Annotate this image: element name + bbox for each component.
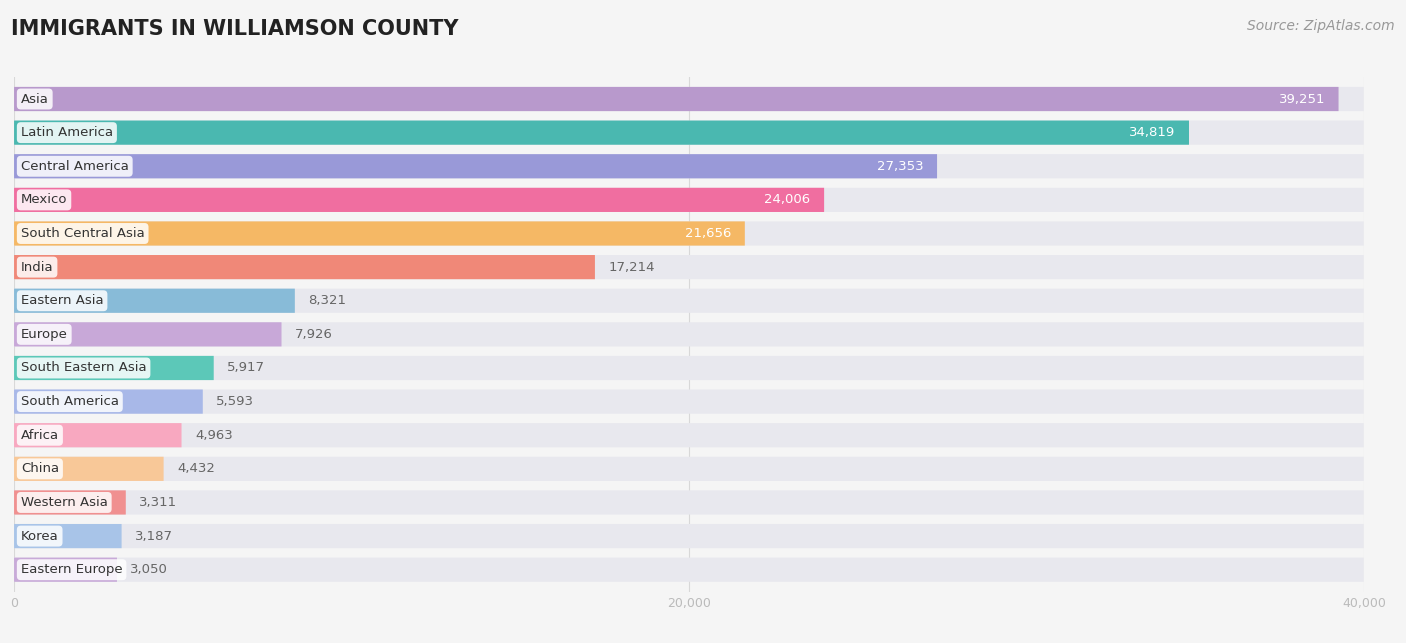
FancyBboxPatch shape [14, 390, 202, 413]
FancyBboxPatch shape [14, 255, 1364, 279]
FancyBboxPatch shape [14, 154, 936, 178]
Text: India: India [21, 260, 53, 274]
FancyBboxPatch shape [14, 322, 1364, 347]
Text: Western Asia: Western Asia [21, 496, 108, 509]
Text: Source: ZipAtlas.com: Source: ZipAtlas.com [1247, 19, 1395, 33]
Text: 5,917: 5,917 [228, 361, 266, 374]
Text: 8,321: 8,321 [308, 294, 346, 307]
Text: 4,963: 4,963 [195, 429, 233, 442]
Text: IMMIGRANTS IN WILLIAMSON COUNTY: IMMIGRANTS IN WILLIAMSON COUNTY [11, 19, 458, 39]
FancyBboxPatch shape [14, 188, 1364, 212]
Text: South America: South America [21, 395, 120, 408]
FancyBboxPatch shape [14, 356, 1364, 380]
Text: 17,214: 17,214 [609, 260, 655, 274]
Text: Eastern Asia: Eastern Asia [21, 294, 104, 307]
FancyBboxPatch shape [14, 457, 163, 481]
FancyBboxPatch shape [14, 289, 295, 313]
FancyBboxPatch shape [14, 524, 121, 548]
Text: 3,050: 3,050 [131, 563, 169, 576]
FancyBboxPatch shape [14, 491, 1364, 514]
Text: 24,006: 24,006 [765, 194, 811, 206]
Text: 34,819: 34,819 [1129, 126, 1175, 139]
Text: China: China [21, 462, 59, 475]
Text: 3,187: 3,187 [135, 530, 173, 543]
FancyBboxPatch shape [14, 87, 1339, 111]
FancyBboxPatch shape [14, 120, 1364, 145]
FancyBboxPatch shape [14, 491, 125, 514]
Text: Mexico: Mexico [21, 194, 67, 206]
Text: Asia: Asia [21, 93, 49, 105]
Text: 21,656: 21,656 [685, 227, 731, 240]
Text: Africa: Africa [21, 429, 59, 442]
FancyBboxPatch shape [14, 423, 181, 448]
Text: 4,432: 4,432 [177, 462, 215, 475]
FancyBboxPatch shape [14, 120, 1189, 145]
Text: 5,593: 5,593 [217, 395, 254, 408]
Text: 7,926: 7,926 [295, 328, 333, 341]
Text: 3,311: 3,311 [139, 496, 177, 509]
Text: South Eastern Asia: South Eastern Asia [21, 361, 146, 374]
Text: 27,353: 27,353 [877, 159, 924, 173]
FancyBboxPatch shape [14, 289, 1364, 313]
FancyBboxPatch shape [14, 87, 1364, 111]
Text: Eastern Europe: Eastern Europe [21, 563, 122, 576]
Text: South Central Asia: South Central Asia [21, 227, 145, 240]
FancyBboxPatch shape [14, 356, 214, 380]
Text: Central America: Central America [21, 159, 129, 173]
FancyBboxPatch shape [14, 457, 1364, 481]
Text: Korea: Korea [21, 530, 59, 543]
FancyBboxPatch shape [14, 557, 117, 582]
FancyBboxPatch shape [14, 154, 1364, 178]
Text: Latin America: Latin America [21, 126, 112, 139]
FancyBboxPatch shape [14, 390, 1364, 413]
FancyBboxPatch shape [14, 322, 281, 347]
FancyBboxPatch shape [14, 188, 824, 212]
Text: Europe: Europe [21, 328, 67, 341]
FancyBboxPatch shape [14, 557, 1364, 582]
Text: 39,251: 39,251 [1278, 93, 1324, 105]
FancyBboxPatch shape [14, 221, 745, 246]
FancyBboxPatch shape [14, 255, 595, 279]
FancyBboxPatch shape [14, 423, 1364, 448]
FancyBboxPatch shape [14, 221, 1364, 246]
FancyBboxPatch shape [14, 524, 1364, 548]
